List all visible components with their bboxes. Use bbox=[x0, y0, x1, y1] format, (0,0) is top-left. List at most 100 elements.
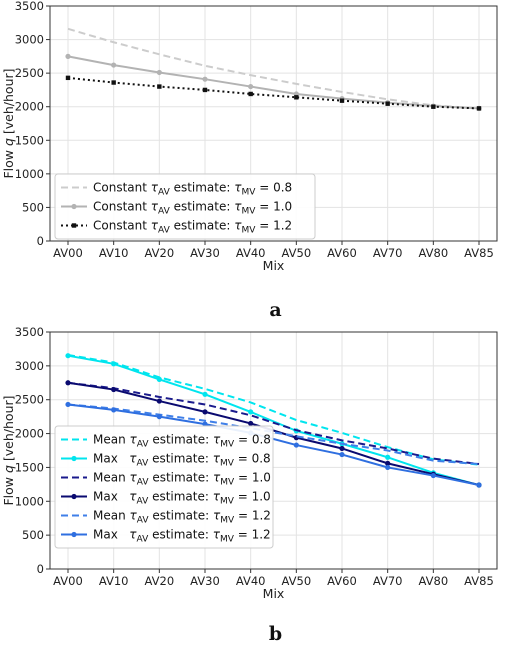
legend: Mean τAV estimate: τMV = 0.8 Max τAV esti… bbox=[54, 425, 274, 549]
y-tick-label: 500 bbox=[22, 200, 44, 214]
data-point bbox=[156, 69, 162, 76]
legend-box bbox=[54, 173, 316, 240]
data-point bbox=[385, 464, 391, 471]
x-tick-label: AV40 bbox=[236, 246, 266, 260]
legend-marker bbox=[71, 203, 77, 210]
x-axis-label: Mix bbox=[263, 586, 285, 601]
data-point bbox=[111, 386, 117, 393]
x-tick-label: AV30 bbox=[190, 246, 220, 260]
legend-label: Constant τAV estimate: τMV = 1.0 bbox=[93, 200, 292, 217]
x-tick-label: AV00 bbox=[53, 574, 83, 588]
data-point bbox=[476, 482, 482, 488]
series-1 bbox=[67, 27, 480, 110]
series-5 bbox=[67, 403, 480, 466]
legend-marker bbox=[71, 493, 77, 500]
series-line bbox=[67, 354, 480, 466]
y-axis-label: Flow q [veh/hour] bbox=[1, 395, 16, 505]
data-point bbox=[385, 101, 390, 106]
data-point bbox=[111, 407, 117, 413]
x-tick-label: AV00 bbox=[53, 246, 83, 260]
y-tick-label: 1500 bbox=[15, 460, 44, 474]
series-3 bbox=[65, 75, 482, 111]
x-tick-label: AV50 bbox=[282, 574, 312, 588]
series-line bbox=[67, 76, 480, 110]
y-axis-label: Flow q [veh/hour] bbox=[1, 68, 16, 178]
data-point bbox=[65, 353, 71, 359]
legend-label: Mean τAV estimate: τMV = 1.2 bbox=[93, 509, 271, 526]
x-tick-label: AV30 bbox=[190, 574, 220, 588]
data-point bbox=[385, 460, 391, 466]
data-point bbox=[156, 376, 162, 382]
data-point bbox=[339, 445, 345, 452]
data-point bbox=[156, 398, 162, 404]
chart-panel-b: 0 500 1000 1500 2000 2500 3000 3500 AV00 AV10 AV20… bbox=[1, 325, 498, 601]
data-point bbox=[248, 420, 254, 427]
legend-label: Max τAV estimate: τMV = 1.0 bbox=[93, 490, 271, 507]
series-line bbox=[67, 381, 480, 466]
legend-label: Constant τAV estimate: τMV = 0.8 bbox=[93, 181, 292, 198]
data-point bbox=[202, 87, 208, 93]
x-tick-label: AV70 bbox=[373, 574, 403, 588]
panel-label-b: b bbox=[269, 623, 282, 645]
data-point bbox=[65, 53, 71, 59]
x-tick-label: AV60 bbox=[327, 574, 357, 588]
data-point bbox=[156, 414, 162, 420]
y-tick-label: 2500 bbox=[15, 393, 44, 407]
data-point bbox=[65, 75, 71, 81]
chart-panel-a: 0 500 1000 1500 2000 2500 3000 3500 AV00 AV10 AV20… bbox=[1, 0, 498, 273]
data-point bbox=[294, 95, 299, 100]
data-point bbox=[430, 472, 436, 479]
x-tick-label: AV10 bbox=[99, 246, 129, 260]
data-point bbox=[476, 106, 482, 111]
data-point bbox=[339, 98, 345, 103]
y-tick-label: 500 bbox=[22, 528, 44, 542]
series-3 bbox=[67, 381, 480, 466]
x-tick-label: AV80 bbox=[419, 574, 449, 588]
series-line bbox=[67, 354, 480, 487]
series-line bbox=[67, 403, 480, 466]
x-tick-label: AV40 bbox=[236, 574, 266, 588]
legend-label: Max τAV estimate: τMV = 0.8 bbox=[93, 452, 271, 469]
data-point bbox=[385, 454, 391, 460]
x-axis-label: Mix bbox=[263, 258, 285, 273]
y-tick-label: 3500 bbox=[15, 0, 44, 13]
x-tick-label: AV85 bbox=[464, 246, 494, 260]
data-point bbox=[339, 451, 345, 458]
y-tick-label: 2000 bbox=[15, 427, 44, 441]
data-point bbox=[248, 409, 254, 415]
y-tick-label: 1000 bbox=[15, 167, 44, 181]
y-tick-label: 2000 bbox=[15, 100, 44, 114]
y-tick-label: 3000 bbox=[15, 33, 44, 47]
legend-label: Mean τAV estimate: τMV = 1.0 bbox=[93, 471, 271, 488]
data-point bbox=[248, 83, 254, 90]
y-tick-label: 3000 bbox=[15, 359, 44, 373]
data-point bbox=[202, 76, 208, 82]
x-tick-label: AV20 bbox=[145, 574, 175, 588]
legend-label: Max τAV estimate: τMV = 1.2 bbox=[93, 528, 271, 545]
plot-frame bbox=[49, 5, 498, 242]
data-point bbox=[65, 401, 71, 408]
x-tick-label: AV20 bbox=[145, 246, 175, 260]
x-tick-label: AV50 bbox=[282, 246, 312, 260]
x-tick-label: AV80 bbox=[419, 246, 449, 260]
legend-marker bbox=[71, 455, 77, 462]
data-point bbox=[202, 421, 208, 427]
panel-label-a: a bbox=[269, 299, 281, 321]
x-tick-label: AV10 bbox=[99, 574, 129, 588]
y-tick-label: 0 bbox=[37, 562, 44, 576]
legend-label: Mean τAV estimate: τMV = 0.8 bbox=[93, 433, 271, 450]
legend-marker bbox=[71, 531, 77, 538]
series-line bbox=[67, 55, 480, 110]
legend-label: Constant τAV estimate: τMV = 1.2 bbox=[93, 219, 292, 236]
series-1 bbox=[67, 354, 480, 466]
y-tick-label: 1000 bbox=[15, 494, 44, 508]
x-tick-label: AV60 bbox=[327, 246, 357, 260]
legend: Constant τAV estimate: τMV = 0.8 Constant… bbox=[54, 173, 316, 240]
x-tick-label: AV85 bbox=[464, 574, 494, 588]
legend-box bbox=[54, 425, 274, 549]
data-point bbox=[248, 91, 253, 97]
x-tick-label: AV70 bbox=[373, 246, 403, 260]
y-tick-label: 1500 bbox=[15, 133, 44, 147]
series-2 bbox=[65, 53, 482, 111]
